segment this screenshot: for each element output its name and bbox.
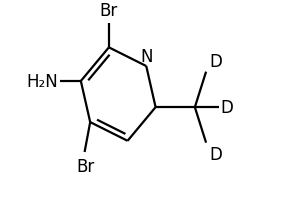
Text: H₂N: H₂N [27, 73, 58, 90]
Text: Br: Br [76, 157, 94, 175]
Text: Br: Br [100, 2, 118, 20]
Text: D: D [209, 145, 222, 163]
Text: N: N [140, 48, 152, 66]
Text: D: D [220, 99, 233, 117]
Text: D: D [209, 53, 222, 70]
